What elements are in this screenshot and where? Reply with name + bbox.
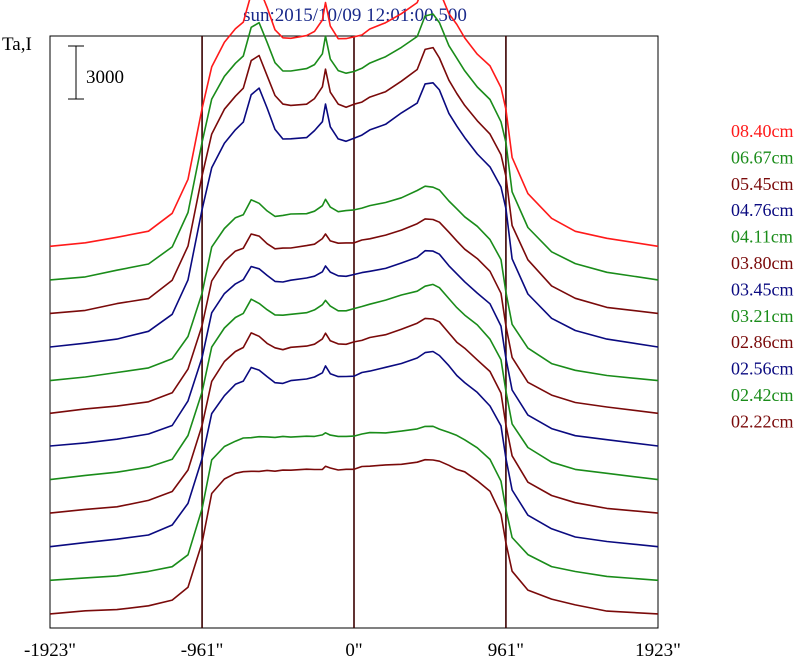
legend-entry-6: 03.45cm <box>731 279 794 299</box>
x-tick-label-4: 1923" <box>635 640 681 661</box>
x-tick-label-0: -1923" <box>24 640 76 661</box>
series-line-5 <box>49 218 659 415</box>
x-tick-label-2: 0" <box>345 640 362 661</box>
series-line-9 <box>49 350 659 548</box>
series-line-0 <box>49 0 659 248</box>
chart-title: sun:2015/10/09 12:01:00.500 <box>243 5 467 26</box>
series-line-3 <box>49 82 659 348</box>
legend-entry-11: 02.22cm <box>731 411 794 431</box>
legend-entry-7: 03.21cm <box>731 306 794 326</box>
series-line-2 <box>49 46 659 315</box>
series-line-7 <box>49 283 659 481</box>
scale-bar-label: 3000 <box>86 67 124 88</box>
x-tick-label-1: -961" <box>181 640 224 661</box>
legend-entry-8: 02.86cm <box>731 332 794 352</box>
scale-bar: 3000 <box>68 45 124 100</box>
x-tick-label-3: 961" <box>488 640 524 661</box>
series-line-4 <box>49 185 659 382</box>
legend-entry-3: 04.76cm <box>731 200 794 220</box>
series-line-1 <box>49 13 659 281</box>
legend-entry-0: 08.40cm <box>731 121 794 141</box>
series-line-8 <box>49 317 659 514</box>
legend-entry-4: 04.11cm <box>731 227 793 247</box>
legend-entry-10: 02.42cm <box>731 385 794 405</box>
y-axis-label: Ta,I <box>2 34 32 55</box>
series-lines <box>49 0 659 615</box>
series-line-10 <box>49 425 659 582</box>
legend-entry-9: 02.56cm <box>731 359 794 379</box>
legend-entry-2: 05.45cm <box>731 174 794 194</box>
legend: 08.40cm 06.67cm 05.45cm 04.76cm 04.11cm 03.80… <box>731 121 794 431</box>
series-line-11 <box>49 458 659 615</box>
series-line-6 <box>49 249 659 447</box>
legend-entry-1: 06.67cm <box>731 147 794 167</box>
legend-entry-5: 03.80cm <box>731 253 794 273</box>
vertical-reference-lines <box>201 36 507 628</box>
x-tick-labels: -1923" -961" 0" 961" 1923" <box>24 640 681 661</box>
